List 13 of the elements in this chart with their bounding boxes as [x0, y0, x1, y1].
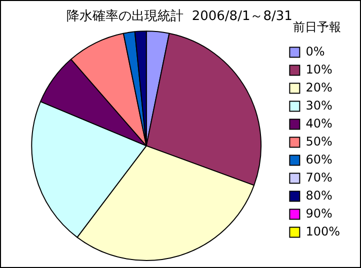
legend-label: 30%: [306, 98, 332, 112]
legend-label: 70%: [306, 170, 332, 184]
legend-label: 50%: [306, 134, 332, 148]
legend-label: 20%: [306, 80, 332, 94]
legend-label: 40%: [306, 116, 332, 130]
legend-title: 前日予報: [292, 20, 341, 34]
legend-label: 90%: [306, 206, 332, 220]
legend-label: 0%: [306, 44, 325, 58]
legend-label: 80%: [306, 188, 332, 202]
legend-label: 60%: [306, 152, 332, 166]
legend-label: 100%: [306, 224, 340, 238]
chart-title: 降水確率の出現統計 2006/8/1～8/31: [66, 8, 292, 24]
legend-label: 10%: [306, 62, 332, 76]
